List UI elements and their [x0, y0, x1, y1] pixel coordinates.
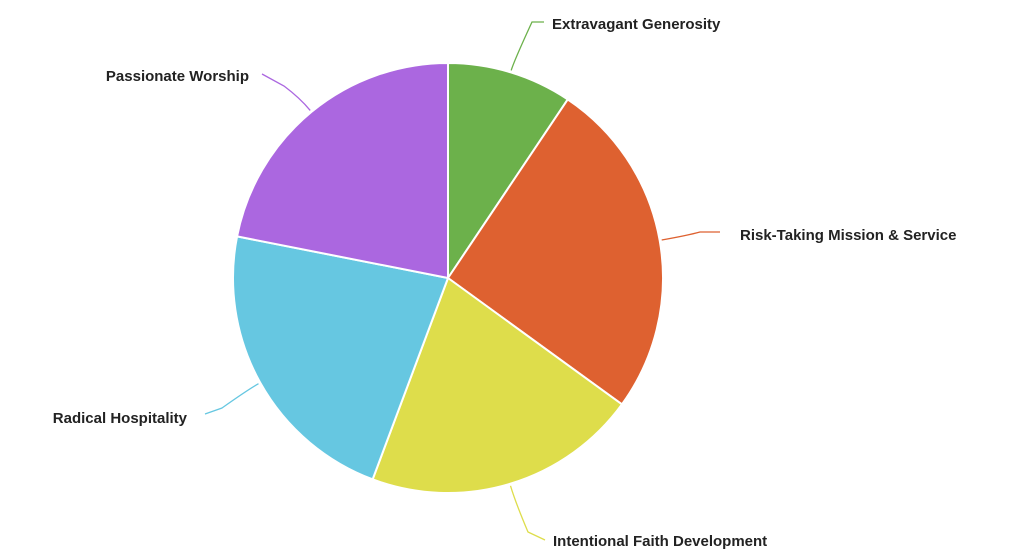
leader-line-intentional-faith-development	[509, 485, 546, 541]
slice-label-intentional-faith-development: Intentional Faith Development	[553, 533, 767, 550]
slice-label-passionate-worship: Passionate Worship	[106, 68, 249, 85]
slice-label-extravagant-generosity: Extravagant Generosity	[552, 16, 721, 33]
pie-slice-risk-taking-mission-service	[446, 98, 664, 406]
leader-line-extravagant-generosity	[510, 21, 544, 71]
slice-label-risk-taking-mission: Risk-Taking Mission & Service	[740, 227, 956, 244]
leader-lines	[204, 21, 720, 541]
pie-slice-passionate-worship	[235, 61, 449, 280]
leader-line-radical-hospitality	[204, 383, 259, 415]
leader-line-passionate-worship	[261, 73, 311, 111]
pie-slice-extravagant-generosity	[447, 61, 570, 282]
pie-slice-intentional-faith-development	[371, 276, 624, 494]
pie-slices	[232, 61, 664, 494]
slice-label-radical-hospitality: Radical Hospitality	[53, 410, 188, 427]
pie-slice-radical-hospitality	[232, 235, 450, 481]
slice-labels: Extravagant Generosity Risk-Taking Missi…	[53, 16, 957, 550]
leader-line-risk-taking-mission-service	[661, 231, 720, 241]
